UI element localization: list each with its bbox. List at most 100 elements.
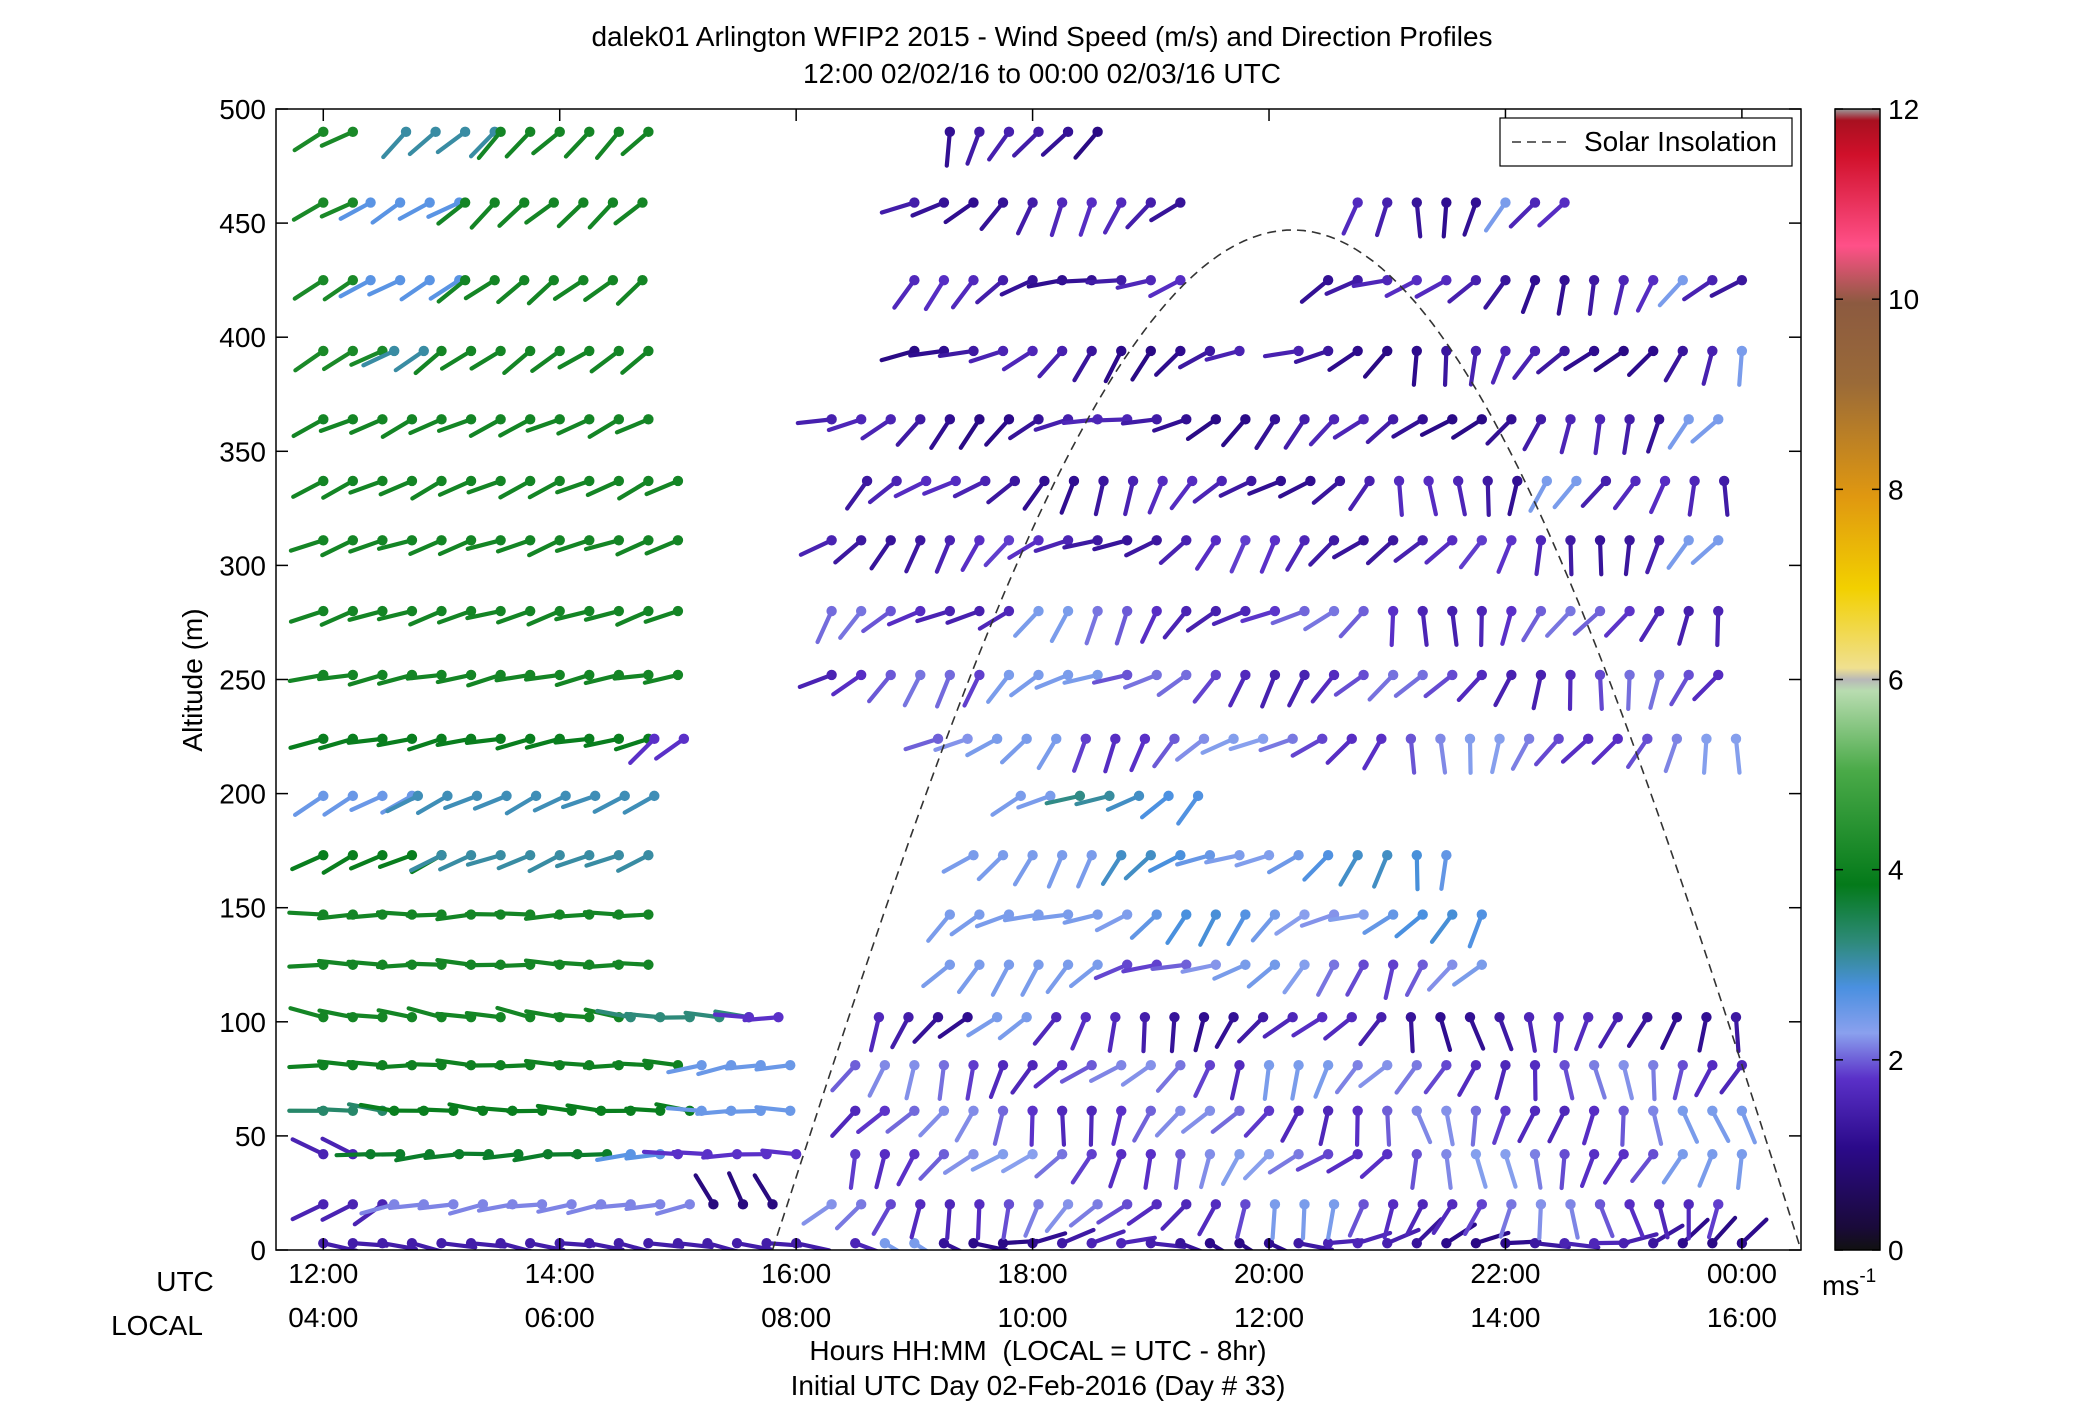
wind-barb-dot [1334, 475, 1346, 487]
wind-barb-dot [1322, 274, 1334, 286]
wind-barb-shaft [754, 1063, 793, 1072]
wind-barb-dot [643, 126, 654, 138]
wind-barb-shaft [1084, 608, 1100, 646]
wind-barb-dot [1269, 909, 1281, 920]
wind-barb-dot [1133, 790, 1145, 802]
wind-barb-shaft [1669, 672, 1691, 707]
wind-barb-dot [465, 1237, 477, 1249]
wind-barb-dot [1358, 605, 1369, 617]
wind-barb-dot [1387, 1199, 1399, 1210]
wind-barb-dot [465, 345, 477, 357]
wind-barb-shaft [1626, 1015, 1650, 1048]
y-axis-label: Altitude (m) [177, 608, 208, 751]
wind-barb-dot [1624, 669, 1635, 681]
wind-barb-shaft [495, 538, 533, 554]
wind-barb-shaft [1651, 1063, 1657, 1102]
wind-barb-shaft [1362, 348, 1390, 379]
wind-barb-dot [1263, 1059, 1275, 1071]
wind-barb-dot [1275, 475, 1287, 487]
wind-barb-shaft [1299, 278, 1331, 304]
wind-barb-shaft [524, 736, 562, 750]
wind-barb-shaft [1154, 348, 1183, 377]
wind-barb-shaft [815, 608, 834, 645]
wind-barb-dot [974, 605, 985, 617]
wind-barb-shaft [1262, 1063, 1272, 1101]
wind-barb-shaft [1192, 672, 1218, 704]
wind-barb-shaft [498, 478, 533, 500]
wind-barb-shaft [1579, 1152, 1597, 1189]
wind-barb-dot [1476, 414, 1488, 425]
wind-barb-shaft [1175, 853, 1213, 867]
wind-barb-shaft [583, 608, 621, 622]
wind-barb-shaft [527, 853, 562, 874]
wind-barb-shaft [882, 1241, 901, 1250]
wind-barb-dot [1588, 345, 1600, 357]
wind-barb-shaft [1645, 538, 1662, 575]
wind-barb-dot [767, 1199, 778, 1210]
wind-barb-shaft [868, 1015, 882, 1053]
wind-barb-dot [1003, 535, 1015, 546]
wind-barb-dot [1240, 1199, 1251, 1210]
wind-barb-shaft [523, 672, 562, 682]
wind-barb-dot [1299, 959, 1310, 970]
wind-barb-shaft [293, 348, 326, 373]
wind-barb-dot [318, 345, 329, 357]
wind-barb-shaft [530, 348, 562, 373]
wind-barb-dot [1056, 850, 1068, 861]
x-tick-label-utc: 16:00 [761, 1258, 831, 1289]
wind-barb-dot [1683, 414, 1694, 425]
wind-barb-dot [477, 1199, 489, 1210]
wind-barb-shaft [856, 1108, 887, 1135]
wind-barb-shaft [1218, 478, 1254, 498]
wind-barb-shaft [942, 1152, 976, 1175]
wind-barb-dot [584, 1237, 595, 1249]
y-tick-label: 250 [219, 665, 266, 696]
wind-barb-shaft [1348, 478, 1372, 512]
wind-barb-shaft [867, 478, 899, 505]
wind-barb-dot [1677, 1148, 1688, 1160]
wind-barb-dot [1618, 1105, 1629, 1116]
wind-barb-shaft [1534, 736, 1561, 767]
wind-barb-shaft [1682, 278, 1715, 302]
wind-barb-dot [1116, 274, 1127, 286]
wind-barb-shaft [1710, 1108, 1731, 1143]
wind-barb-shaft [583, 278, 616, 302]
wind-barb-dot [938, 1105, 950, 1116]
wind-barb-dot [1328, 669, 1340, 681]
wind-barb-shaft [984, 417, 1012, 447]
wind-barb-shaft [752, 1173, 775, 1207]
wind-barb-dot [1594, 605, 1606, 617]
wind-barb-dot [1080, 733, 1091, 745]
wind-barb-dot [1210, 535, 1222, 546]
wind-barb-dot [637, 274, 648, 286]
wind-barb-shaft [1562, 1063, 1575, 1101]
wind-barb-shaft [1308, 538, 1337, 567]
wind-barb-dot [1736, 1105, 1748, 1116]
wind-barb-shaft [589, 348, 621, 374]
wind-barb-shaft [1094, 912, 1130, 933]
y-tick-label: 400 [219, 322, 266, 353]
wind-barb-dot [1181, 605, 1192, 617]
wind-barb-dot [400, 126, 412, 138]
wind-barb-dot [968, 274, 979, 286]
wind-barb-dot [974, 535, 985, 546]
wind-barb-dot [347, 1105, 359, 1116]
wind-barb-dot [1565, 414, 1576, 425]
wind-barb-shaft [1503, 1152, 1518, 1189]
wind-barb-shaft [890, 1015, 911, 1050]
wind-barb-shaft [1393, 538, 1425, 563]
wind-barb-shaft [585, 478, 621, 498]
wind-barb-dot [643, 475, 654, 487]
wind-barb-shaft [1537, 1202, 1544, 1241]
wind-barb-dot [347, 475, 359, 487]
wind-barb-dot [1322, 1059, 1334, 1071]
wind-barb-dot [944, 1199, 956, 1210]
wind-barb-shaft [986, 672, 1012, 704]
wind-barb-dot [318, 535, 329, 546]
wind-barb-dot [1718, 475, 1730, 487]
wind-barb-shaft [1621, 1063, 1634, 1101]
wind-barb-dot [1559, 1105, 1570, 1116]
colorbar-tick-label: 10 [1888, 284, 1919, 315]
wind-barb-shaft [1597, 1202, 1615, 1239]
wind-barb-shaft [1663, 736, 1679, 774]
